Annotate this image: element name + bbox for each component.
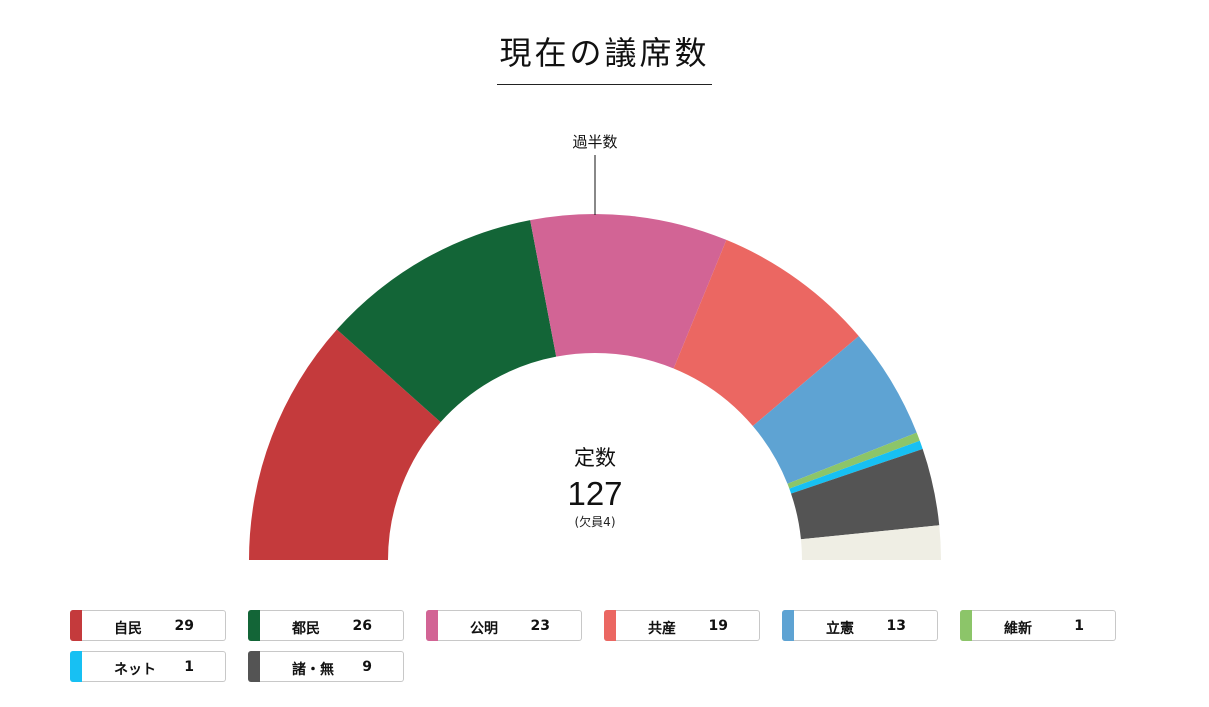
legend-name: 公明 xyxy=(470,621,498,637)
legend-swatch xyxy=(960,610,972,641)
legend-name: 都民 xyxy=(292,621,320,637)
seat-slice xyxy=(336,220,557,423)
page-title: 現在の議席数 xyxy=(497,28,712,85)
legend-swatch xyxy=(426,610,438,641)
legend-item-ishin: 維新 1 xyxy=(960,610,1116,641)
legend-count: 23 xyxy=(530,618,550,634)
seat-slice xyxy=(752,336,917,484)
legend-count: 19 xyxy=(708,618,728,634)
seat-slice xyxy=(789,440,923,494)
legend-swatch xyxy=(70,610,82,641)
legend-count: 1 xyxy=(184,659,194,675)
legend-count: 9 xyxy=(362,659,372,675)
center-label: 定数 xyxy=(574,446,616,470)
seat-slice xyxy=(791,448,940,540)
legend-name: 自民 xyxy=(114,621,142,637)
legend-row: 自民 29 都民 26 公明 23 共産 19 立憲 13 維新 1 xyxy=(70,610,1150,641)
seat-slice xyxy=(673,239,859,427)
seat-slice xyxy=(787,432,920,489)
legend: 自民 29 都民 26 公明 23 共産 19 立憲 13 維新 1 xyxy=(70,610,1150,692)
legend-item-kyosan: 共産 19 xyxy=(604,610,760,641)
legend-swatch xyxy=(248,651,260,682)
seat-chart: 過半数 定数 127 (欠員4) xyxy=(249,133,941,560)
legend-swatch xyxy=(70,651,82,682)
legend-name: 共産 xyxy=(648,621,676,637)
legend-count: 13 xyxy=(886,618,906,634)
legend-item-shomu: 諸・無 9 xyxy=(248,651,404,682)
legend-name: 諸・無 xyxy=(292,662,334,678)
majority-label: 過半数 xyxy=(572,133,617,151)
legend-item-komei: 公明 23 xyxy=(426,610,582,641)
legend-count: 1 xyxy=(1074,618,1084,634)
legend-item-jimin: 自民 29 xyxy=(70,610,226,641)
center-note: (欠員4) xyxy=(575,514,616,529)
seat-arcs xyxy=(249,214,941,560)
legend-swatch xyxy=(248,610,260,641)
legend-item-net: ネット 1 xyxy=(70,651,226,682)
legend-swatch xyxy=(604,610,616,641)
vacancy-slice xyxy=(800,525,941,560)
center-total: 127 xyxy=(567,475,622,512)
legend-name: 立憲 xyxy=(826,621,854,637)
seat-slice xyxy=(530,214,727,369)
seat-slice xyxy=(249,329,441,560)
legend-row: ネット 1 諸・無 9 xyxy=(70,651,1150,682)
legend-swatch xyxy=(782,610,794,641)
legend-count: 26 xyxy=(352,618,372,634)
legend-name: ネット xyxy=(114,662,156,678)
legend-name: 維新 xyxy=(1004,621,1032,637)
legend-item-rikken: 立憲 13 xyxy=(782,610,938,641)
legend-count: 29 xyxy=(174,618,194,634)
legend-item-tomin: 都民 26 xyxy=(248,610,404,641)
